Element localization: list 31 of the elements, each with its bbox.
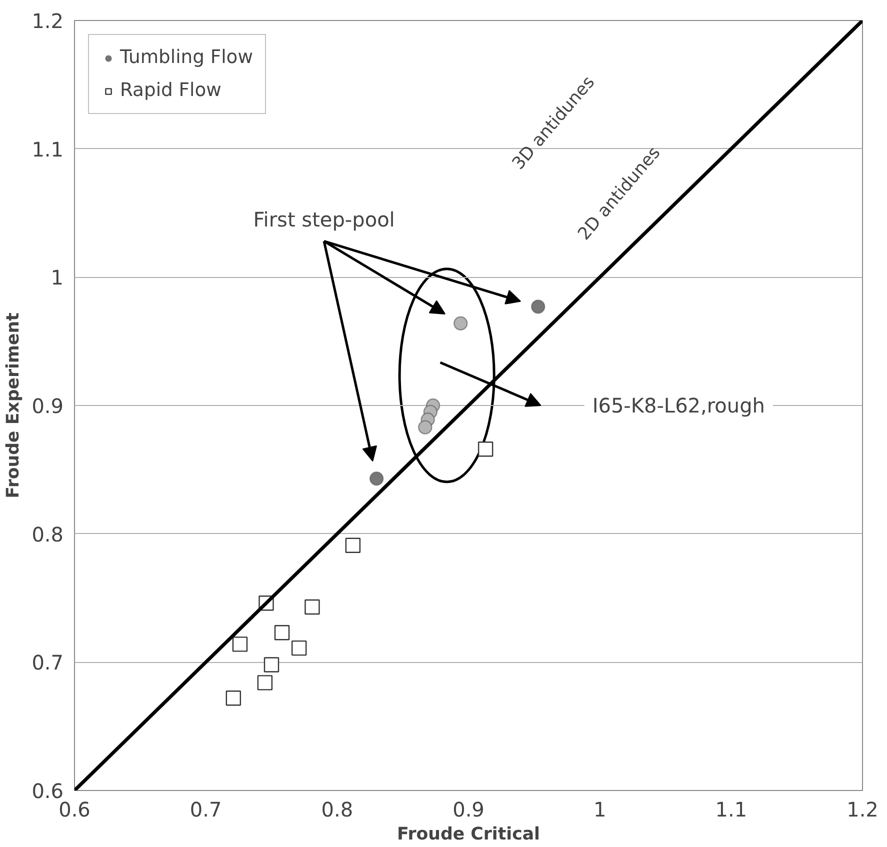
point <box>257 675 273 690</box>
x-axis-title: Froude Critical <box>396 824 540 844</box>
annotation: I65-K8-L62,rough <box>592 394 765 418</box>
x-tick-label: 0.8 <box>321 798 354 822</box>
y-tick-label: 1.1 <box>32 137 64 162</box>
point <box>264 657 280 672</box>
point <box>304 599 320 615</box>
y-tick-label: 0.8 <box>32 522 64 546</box>
legend-label: Rapid Flow <box>120 80 222 101</box>
x-tick-label: 0.9 <box>452 798 484 822</box>
point <box>478 442 494 457</box>
y-axis-title: Froude Experiment <box>4 312 24 498</box>
point <box>418 420 432 434</box>
y-tick-label: 0.7 <box>32 650 64 675</box>
point <box>454 316 468 330</box>
x-tick-label: 1.1 <box>715 798 748 822</box>
point <box>274 625 290 640</box>
x-tick-label: 0.7 <box>190 798 222 822</box>
annotation: First step-pool <box>253 207 395 232</box>
point <box>345 538 361 553</box>
x-tick-label: 1 <box>593 798 606 822</box>
point <box>369 472 384 486</box>
point <box>226 690 242 706</box>
y-tick-label: 0.9 <box>32 394 64 418</box>
y-tick-label: 1.2 <box>32 9 64 33</box>
point <box>232 636 248 652</box>
point <box>291 640 307 656</box>
point <box>531 300 546 314</box>
y-tick-label: 1 <box>50 266 64 290</box>
legend-label: Tumbling Flow <box>120 47 253 68</box>
x-tick-label: 1.2 <box>846 798 878 822</box>
